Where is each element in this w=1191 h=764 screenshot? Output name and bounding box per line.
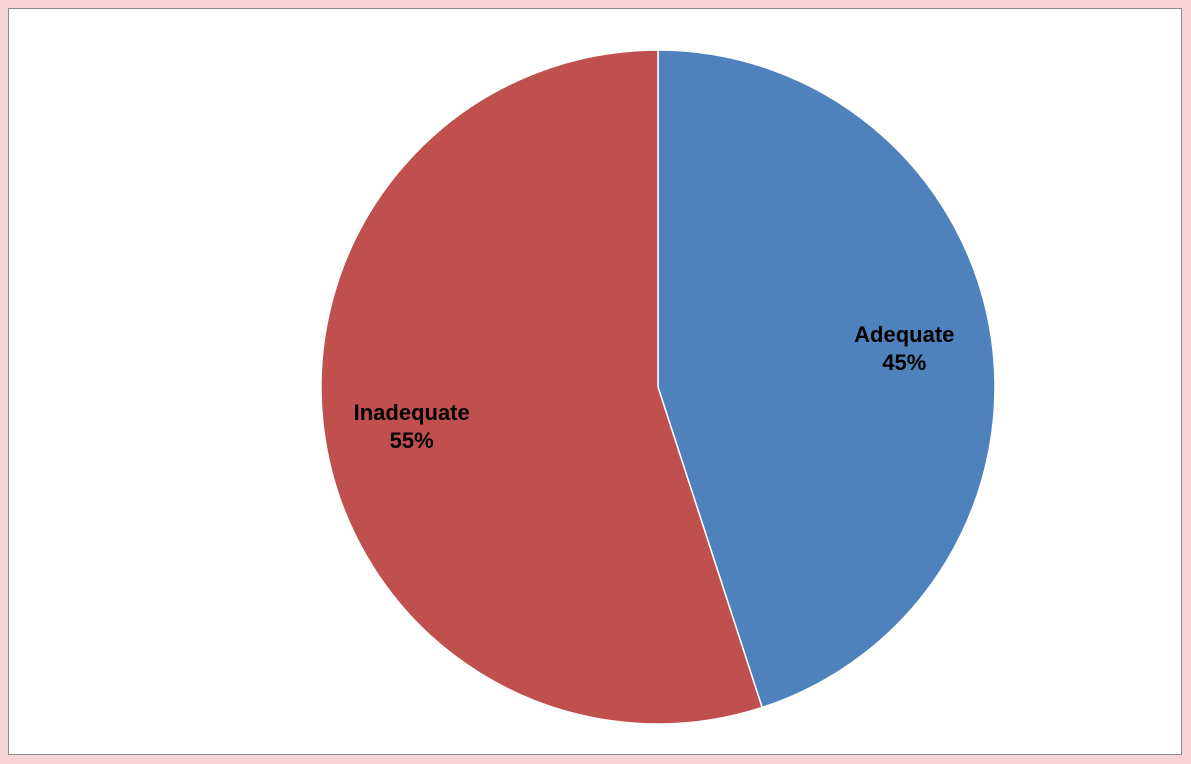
chart-area: Adequate 45% Inadequate 55%	[8, 8, 1182, 755]
slice-label-inadequate: Inadequate	[354, 400, 470, 425]
slice-value-label-inadequate: 55%	[390, 428, 434, 453]
slice-label-adequate: Adequate	[854, 322, 954, 347]
pie-chart: Adequate 45% Inadequate 55%	[9, 9, 1183, 756]
slice-value-label-adequate: 45%	[882, 350, 926, 375]
